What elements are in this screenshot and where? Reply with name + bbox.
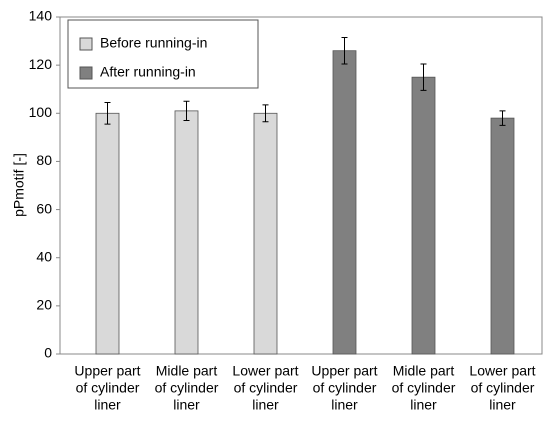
plot-frame xyxy=(59,16,543,355)
error-bar xyxy=(104,101,111,125)
y-tick-label: 100 xyxy=(29,104,53,120)
x-tick-label: Upper part xyxy=(311,363,377,379)
x-tick-label: of cylinder xyxy=(234,380,298,396)
y-tick-label: 20 xyxy=(36,297,52,313)
x-tick-label: liner xyxy=(489,397,516,413)
bar xyxy=(174,110,199,355)
legend-swatch xyxy=(79,66,93,80)
bar xyxy=(411,76,436,355)
y-tick-label: 140 xyxy=(29,8,53,24)
error-bar xyxy=(420,63,427,91)
legend-label: Before running-in xyxy=(100,35,207,51)
x-tick-label: liner xyxy=(410,397,437,413)
x-tick-label: of cylinder xyxy=(76,380,140,396)
x-tick-label: liner xyxy=(173,397,200,413)
x-tick-label: liner xyxy=(94,397,121,413)
legend-label: After running-in xyxy=(100,64,196,80)
y-tick-label: 0 xyxy=(44,345,52,361)
x-tick-label: Lower part xyxy=(469,363,535,379)
x-tick-label: liner xyxy=(331,397,358,413)
x-tick-label: Midle part xyxy=(393,363,455,379)
error-bar xyxy=(341,36,348,65)
x-tick-label: of cylinder xyxy=(471,380,535,396)
x-tick-label: of cylinder xyxy=(313,380,377,396)
bar xyxy=(95,112,120,355)
y-tick-label: 60 xyxy=(36,200,52,216)
bar xyxy=(253,112,278,355)
bar xyxy=(332,50,357,355)
x-tick-label: liner xyxy=(252,397,279,413)
y-tick-label: 120 xyxy=(29,56,53,72)
x-tick-label: of cylinder xyxy=(392,380,456,396)
y-tick-label: 80 xyxy=(36,152,52,168)
error-bar xyxy=(262,104,269,123)
x-tick-label: of cylinder xyxy=(155,380,219,396)
bar xyxy=(490,117,515,355)
error-bar xyxy=(499,110,506,126)
x-tick-label: Upper part xyxy=(74,363,140,379)
error-bar xyxy=(183,100,190,122)
legend-swatch xyxy=(79,37,93,51)
legend-box xyxy=(67,19,259,89)
y-tick-label: 40 xyxy=(36,248,52,264)
x-tick-label: Midle part xyxy=(156,363,218,379)
x-tick-label: Lower part xyxy=(232,363,298,379)
y-axis-label: pPmotif [-] xyxy=(11,153,27,217)
